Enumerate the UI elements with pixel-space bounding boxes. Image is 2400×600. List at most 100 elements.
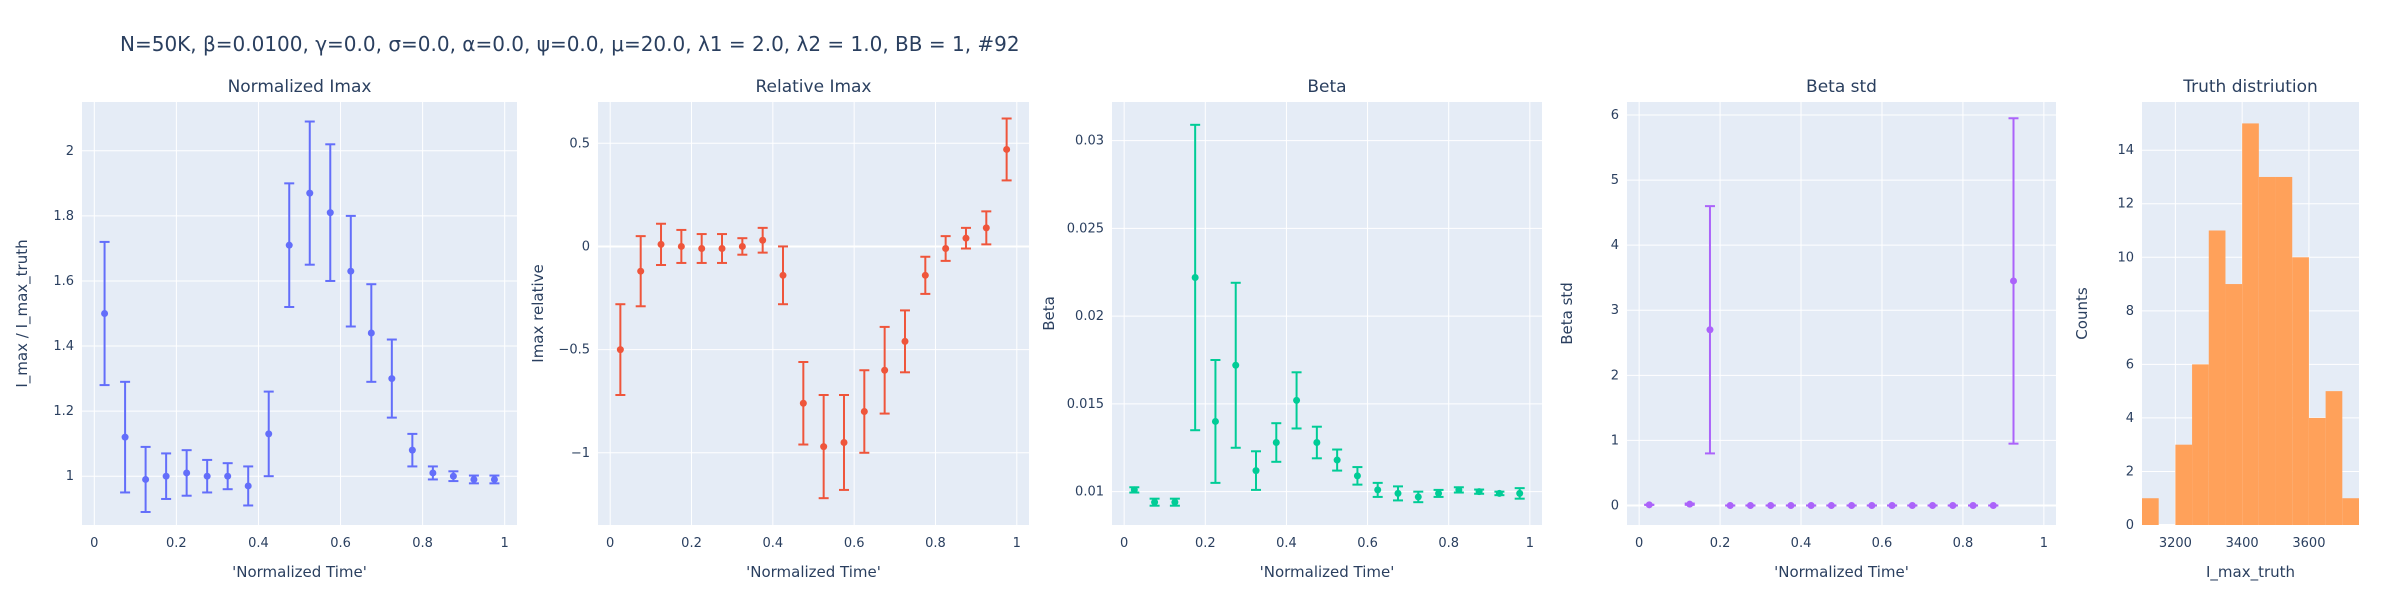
x-axis-label: I_max_truth	[2206, 563, 2295, 582]
x-tick-label: 1	[501, 536, 509, 551]
y-tick-label: 0.025	[1067, 221, 1104, 236]
histogram-bar	[2175, 444, 2193, 525]
data-point	[1807, 501, 1815, 509]
histogram-bar	[2142, 498, 2159, 525]
data-point	[285, 241, 293, 249]
data-point	[799, 399, 807, 407]
histogram-bar	[2275, 176, 2293, 525]
data-point	[1767, 501, 1775, 509]
data-point	[1516, 489, 1524, 497]
data-point	[1272, 439, 1280, 447]
y-tick-label: −0.5	[558, 343, 590, 358]
data-point	[142, 475, 150, 483]
data-point	[1003, 145, 1011, 153]
data-point	[347, 267, 355, 275]
x-tick-label: 0.8	[925, 536, 946, 551]
data-point	[244, 482, 252, 490]
x-tick-label: 0.8	[1438, 536, 1459, 551]
y-tick-label: 2	[1611, 368, 1619, 383]
subplot-1: 0 0.2 0.4 0.6 0.8 1 1 1.2 1.4 1.6 1.8 2 Normalized I…	[13, 77, 517, 581]
y-tick-label: 0	[1611, 498, 1619, 513]
data-point	[982, 224, 990, 232]
data-point	[1171, 498, 1179, 506]
data-point	[1989, 501, 1997, 509]
data-point	[1645, 501, 1653, 509]
y-axis-label: Imax relative	[529, 264, 547, 362]
subplot-4: 0 0.2 0.4 0.6 0.8 1 0 1 2 3 4 5 6 Beta std 'Normalized…	[1558, 77, 2056, 581]
data-point	[1706, 326, 1714, 334]
data-point	[718, 245, 726, 253]
x-axis-label: 'Normalized Time'	[746, 563, 881, 581]
data-point	[367, 329, 375, 337]
data-point	[101, 310, 109, 317]
subplot-title: Truth distriution	[2182, 77, 2318, 97]
histogram-bars	[2142, 123, 2359, 525]
y-tick-label: 2	[66, 144, 74, 159]
y-tick-label: 10	[2117, 250, 2134, 265]
data-point	[1949, 501, 1957, 509]
histogram-bar	[2258, 176, 2276, 525]
subplot-title: Normalized Imax	[228, 77, 372, 97]
y-tick-label: 8	[2126, 304, 2134, 319]
data-point	[881, 366, 889, 374]
x-tick-label: 0.8	[412, 536, 433, 551]
x-tick-label: 0	[90, 536, 98, 551]
series-points	[1644, 117, 2019, 509]
y-tick-label: 1.8	[53, 209, 74, 224]
data-point	[1414, 493, 1422, 501]
plot-area	[1112, 102, 1542, 525]
y-tick-label: 2	[2126, 464, 2134, 479]
data-point	[306, 189, 314, 197]
data-point	[921, 271, 929, 279]
x-tick-label: 1	[2040, 536, 2048, 551]
data-point	[1293, 396, 1301, 404]
y-tick-label: 4	[2126, 411, 2134, 426]
data-point	[1495, 489, 1503, 497]
y-axis-label: Beta	[1040, 296, 1058, 331]
x-tick-label: 0.4	[762, 536, 783, 551]
y-tick-label: 0	[2126, 518, 2134, 533]
x-tick-label: 0.2	[1710, 536, 1731, 551]
x-tick-label: 0.2	[1195, 536, 1216, 551]
x-tick-label: 0	[1635, 536, 1643, 551]
data-point	[779, 271, 787, 279]
data-point	[1475, 488, 1483, 496]
y-axis-label: I_max / I_max_truth	[13, 239, 32, 387]
data-point	[1374, 486, 1382, 494]
data-point	[203, 472, 211, 480]
subplot-title: Beta std	[1806, 77, 1877, 97]
y-tick-label: 3	[1611, 303, 1619, 318]
x-tick-label: 1	[1526, 536, 1534, 551]
data-point	[326, 209, 334, 217]
data-point	[820, 443, 828, 451]
data-point	[1929, 501, 1937, 509]
data-point	[1130, 486, 1138, 494]
x-tick-label: 0	[1120, 536, 1128, 551]
x-tick-label: 0.8	[1953, 536, 1974, 551]
data-point	[408, 446, 416, 454]
x-tick-label: 0.6	[330, 536, 351, 551]
data-point	[224, 472, 232, 480]
plot-area	[82, 102, 517, 525]
series-points	[1129, 123, 1525, 507]
data-point	[616, 346, 624, 354]
histogram-bar	[2192, 364, 2209, 525]
subplot-5: 3200 3400 3600 0 2 4 6 8 10 12 14 Truth distriution…	[2073, 77, 2359, 582]
series-points	[615, 117, 1012, 500]
data-point	[1333, 456, 1341, 464]
x-axis-label: 'Normalized Time'	[1260, 563, 1395, 581]
y-tick-label: 1.2	[53, 404, 74, 419]
y-tick-label: 1	[1611, 433, 1619, 448]
x-axis-label: 'Normalized Time'	[1774, 563, 1909, 581]
x-tick-label: 0.6	[844, 536, 865, 551]
y-tick-label: 0.015	[1067, 397, 1104, 412]
y-axis-label: Counts	[2073, 287, 2091, 340]
data-point	[962, 234, 970, 242]
data-point	[1394, 489, 1402, 497]
subplot-3: 0 0.2 0.4 0.6 0.8 1 0.01 0.015 0.02 0.025 0.03 Beta…	[1040, 77, 1542, 581]
y-tick-label: 14	[2117, 143, 2134, 158]
data-point	[1353, 472, 1361, 480]
data-point	[657, 240, 665, 248]
data-point	[449, 472, 457, 480]
